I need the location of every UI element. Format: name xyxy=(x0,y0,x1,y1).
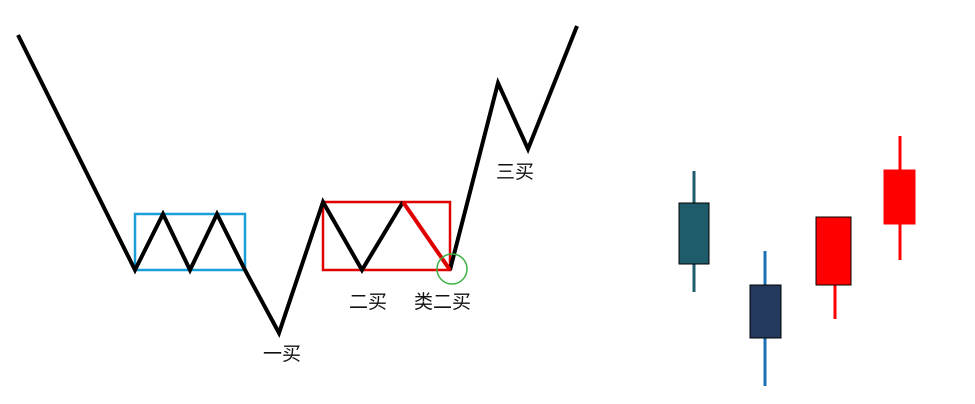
candle-red-1 xyxy=(815,216,852,319)
candle-body xyxy=(815,216,852,286)
label-quasi-second-buy: 类二买 xyxy=(414,291,471,313)
quasi-second-buy-circle-marker xyxy=(436,253,468,285)
price-rise-line xyxy=(448,25,579,271)
candle-body xyxy=(678,202,710,265)
candle-dark-navy xyxy=(749,251,782,386)
candle-body xyxy=(749,284,782,339)
label-third-buy: 三买 xyxy=(496,161,534,183)
label-second-buy: 二买 xyxy=(349,291,387,313)
quasi-second-buy-pullback-segment xyxy=(401,200,452,272)
consolidation-box-blue xyxy=(133,212,247,272)
price-zigzag-line xyxy=(16,34,405,339)
label-first-buy: 一买 xyxy=(263,343,301,365)
candle-dark-teal xyxy=(678,171,710,292)
candle-red-2 xyxy=(883,136,916,260)
candle-body xyxy=(883,169,916,225)
consolidation-box-red xyxy=(321,200,452,272)
